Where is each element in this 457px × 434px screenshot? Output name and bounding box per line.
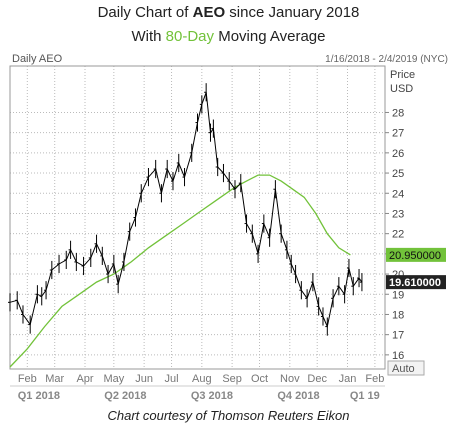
y-tick-label: 18 xyxy=(392,309,404,321)
ma-last-value-badge xyxy=(386,247,446,262)
y-tick-label: 27 xyxy=(392,128,404,140)
price-last-value-badge xyxy=(386,275,446,290)
x-tick-label: Dec xyxy=(307,373,327,385)
axis-title-usd: USD xyxy=(390,83,413,95)
quarter-label: Q3 2018 xyxy=(191,390,233,402)
price-last-value: 19.610000 xyxy=(389,277,441,289)
plot-frame xyxy=(9,65,386,370)
x-tick-label: Jan xyxy=(339,373,357,385)
price-line xyxy=(9,92,363,329)
chart-background xyxy=(0,50,457,405)
chart-credit: Chart courtesy of Thomson Reuters Eikon xyxy=(107,408,350,423)
y-tick-label: 16 xyxy=(392,350,404,362)
y-tick-label: 24 xyxy=(392,188,404,200)
axis-title-price: Price xyxy=(390,69,415,81)
chart-title: Daily Chart of AEO since January 2018 xyxy=(97,4,360,21)
series-layer xyxy=(8,83,363,368)
y-tick-label: 25 xyxy=(392,168,404,180)
chart-subtitle: With 80-Day Moving Average xyxy=(131,28,326,45)
grid-lines xyxy=(10,66,385,369)
quarter-label: Q1 19 xyxy=(350,390,380,402)
auto-label[interactable]: Auto xyxy=(392,363,415,375)
x-tick-label: Nov xyxy=(280,373,300,385)
x-tick-label: Apr xyxy=(76,373,93,385)
x-tick-label: Mar xyxy=(45,373,64,385)
last-value-badges: 20.950000 19.610000 xyxy=(386,247,446,290)
x-tick-label: Aug xyxy=(192,373,212,385)
y-tick-label: 26 xyxy=(392,148,404,160)
quarter-label: Q4 2018 xyxy=(277,390,319,402)
y-tick-label: 23 xyxy=(392,208,404,220)
panel-date-range: 1/16/2018 - 2/4/2019 (NYC) xyxy=(325,54,448,65)
x-axis: Feb Mar Apr May Jun Jul Aug Sep Oct Nov Dec Jan Feb Q… xyxy=(10,373,385,402)
quarter-label: Q2 2018 xyxy=(104,390,146,402)
y-tick-label: 17 xyxy=(392,330,404,342)
x-tick-label: Feb xyxy=(365,373,384,385)
y-tick-label: 19 xyxy=(392,289,404,301)
x-tick-label: Jul xyxy=(165,373,179,385)
moving-average-line xyxy=(9,174,351,368)
x-tick-label: Jun xyxy=(135,373,153,385)
quarter-label: Q1 2018 xyxy=(18,390,60,402)
panel-label: Daily AEO xyxy=(12,53,63,65)
ma-last-value: 20.950000 xyxy=(389,250,441,262)
price-chart: Daily AEO 1/16/2018 - 2/4/2019 (NYC) Pri… xyxy=(0,50,457,405)
y-tick-label: 22 xyxy=(392,229,404,241)
x-tick-label: Oct xyxy=(251,373,268,385)
x-tick-label: Feb xyxy=(18,373,37,385)
y-tick-label: 28 xyxy=(392,107,404,119)
x-tick-label: May xyxy=(103,373,124,385)
x-tick-label: Sep xyxy=(222,373,242,385)
auto-button[interactable] xyxy=(387,360,425,376)
